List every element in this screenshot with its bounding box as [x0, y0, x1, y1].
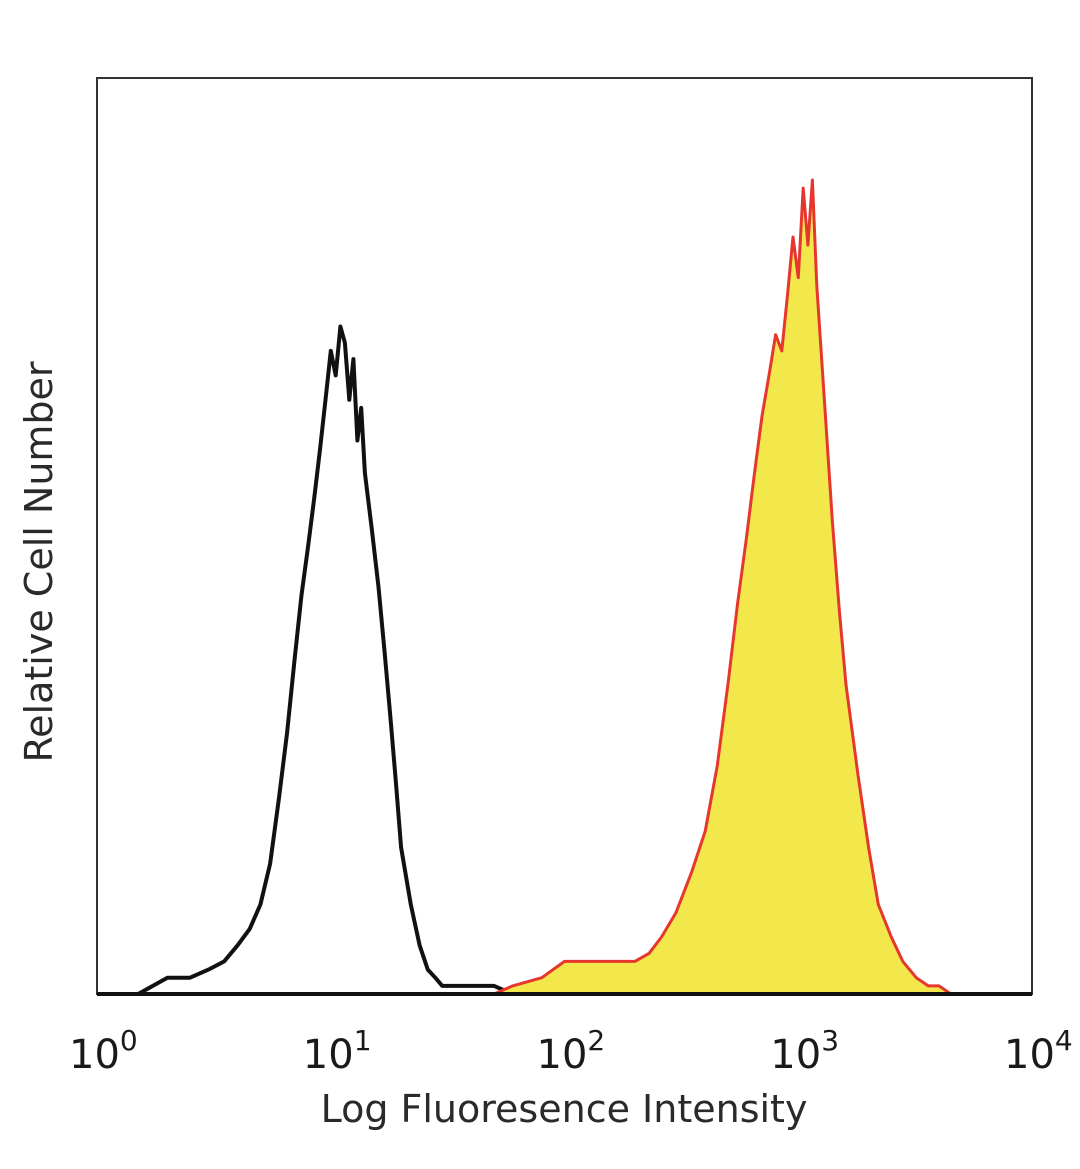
x-tick-exponent: 1 [354, 1024, 372, 1057]
x-tick-label: 103 [770, 1024, 839, 1078]
x-tick-base: 10 [1004, 1032, 1055, 1078]
series-2-area [494, 180, 951, 994]
plot-layer [137, 178, 952, 996]
x-tick-label: 104 [1004, 1024, 1073, 1078]
y-axis-label: Relative Cell Number [17, 361, 61, 762]
plot-frame [96, 77, 1033, 995]
x-tick-base: 10 [69, 1032, 120, 1078]
x-tick-label: 100 [69, 1024, 138, 1078]
x-axis-label: Log Fluoresence Intensity [321, 1087, 808, 1131]
x-tick-exponent: 2 [587, 1024, 605, 1057]
x-tick-exponent: 4 [1055, 1024, 1073, 1057]
x-tick-base: 10 [770, 1032, 821, 1078]
x-tick-base: 10 [537, 1032, 588, 1078]
x-tick-label: 101 [303, 1024, 372, 1078]
x-tick-label: 102 [537, 1024, 606, 1078]
x-tick-labels: 100 101 102 103 104 [69, 1024, 1073, 1078]
x-tick-exponent: 3 [821, 1024, 839, 1057]
series-2-line [493, 178, 952, 996]
x-tick-exponent: 0 [120, 1024, 138, 1057]
x-tick-base: 10 [303, 1032, 354, 1078]
series-1-line [137, 324, 514, 996]
